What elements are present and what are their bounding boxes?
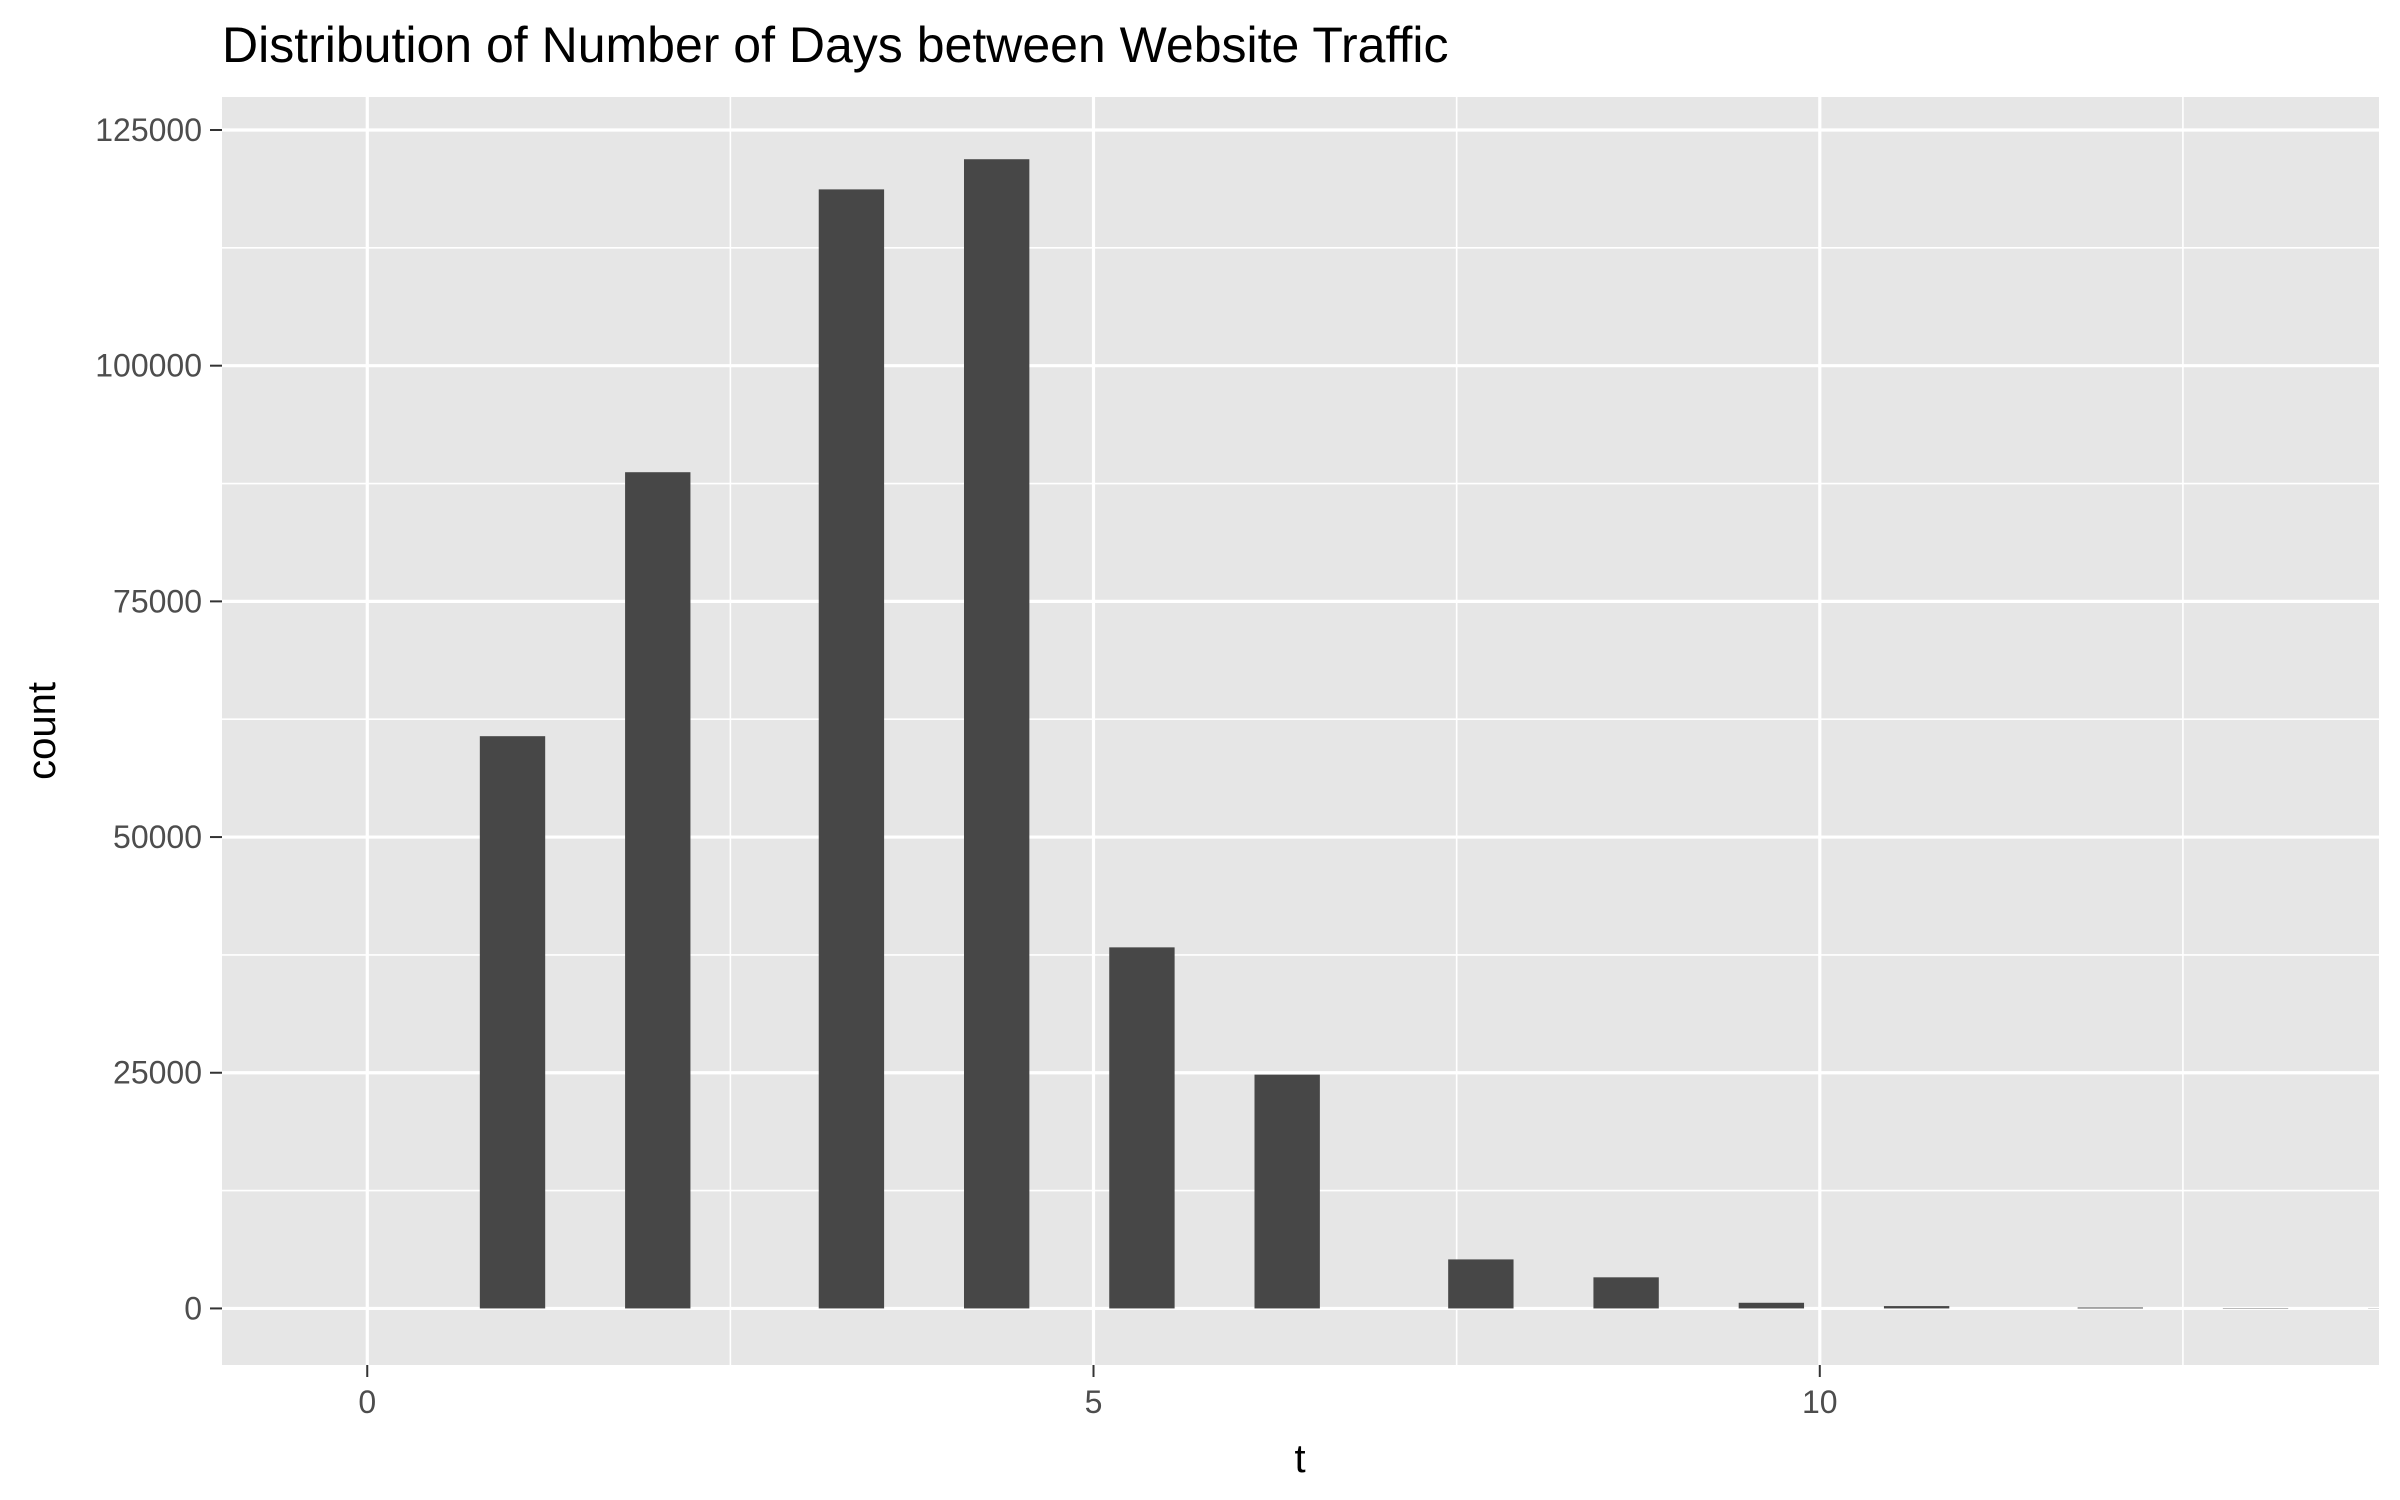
y-tick-label: 0 xyxy=(184,1290,202,1326)
bar xyxy=(479,736,546,1309)
y-tick-label: 125000 xyxy=(95,112,202,148)
x-axis: 0 5 10 xyxy=(358,1365,1838,1420)
bar xyxy=(1738,1302,1805,1309)
bar xyxy=(963,159,1030,1309)
bar xyxy=(818,189,885,1309)
y-tick-label: 100000 xyxy=(95,348,202,384)
bar xyxy=(2077,1307,2143,1309)
bar xyxy=(1448,1259,1514,1309)
y-axis-title: count xyxy=(20,682,64,780)
bar xyxy=(1109,947,1175,1309)
y-axis: 0 25000 50000 75000 100000 125000 xyxy=(95,112,222,1326)
y-tick-label: 75000 xyxy=(113,583,202,619)
bar xyxy=(1254,1074,1320,1309)
x-axis-title: t xyxy=(1294,1437,1305,1481)
chart-title: Distribution of Number of Days between W… xyxy=(222,17,1448,73)
bar xyxy=(1593,1277,1659,1309)
y-tick-label: 25000 xyxy=(113,1055,202,1091)
major-gridlines xyxy=(222,97,2379,1365)
bar xyxy=(625,472,691,1309)
x-tick-label: 0 xyxy=(358,1384,376,1420)
x-tick-label: 5 xyxy=(1085,1384,1103,1420)
x-tick-label: 10 xyxy=(1802,1384,1838,1420)
bars xyxy=(479,159,2379,1309)
y-tick-label: 50000 xyxy=(113,819,202,855)
bar xyxy=(1883,1306,1950,1309)
